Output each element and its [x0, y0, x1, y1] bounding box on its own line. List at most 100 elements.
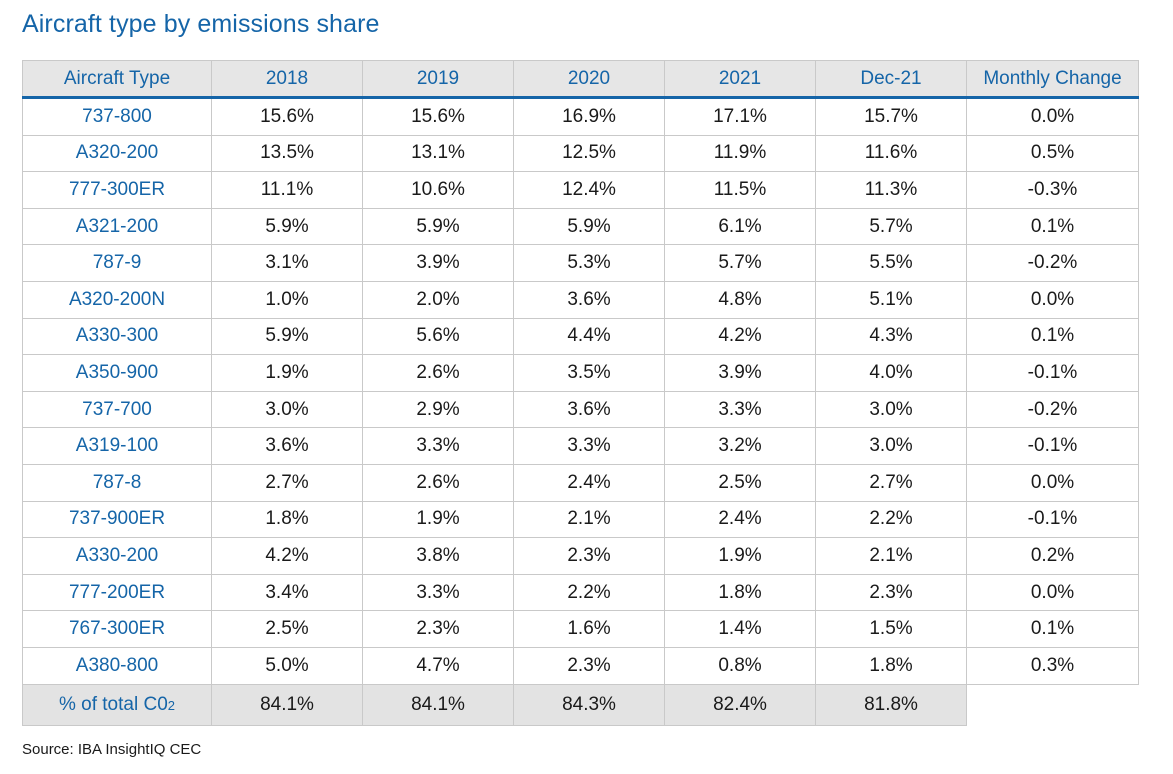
aircraft-type-cell: 787-8 — [22, 463, 212, 502]
cell-2018: 1.0% — [211, 280, 363, 319]
cell-2020: 12.4% — [513, 171, 665, 209]
cell-dec-21: 5.5% — [815, 244, 967, 282]
aircraft-type-cell: A320-200N — [22, 280, 212, 319]
page-title: Aircraft type by emissions share — [22, 10, 380, 38]
cell-dec-21: 3.0% — [815, 390, 967, 429]
table-row: A320-200 13.5% 13.1% 12.5% 11.9% 11.6% 0.5% — [22, 134, 1139, 173]
cell-2020: 2.3% — [513, 537, 665, 575]
total-cell-2021: 82.4% — [664, 683, 816, 726]
cell-monthly-change: -0.1% — [966, 354, 1139, 392]
cell-2018: 1.9% — [211, 354, 363, 392]
cell-2020: 5.9% — [513, 207, 665, 246]
table-row: 787-9 3.1% 3.9% 5.3% 5.7% 5.5% -0.2% — [22, 244, 1139, 282]
table-row: A330-300 5.9% 5.6% 4.4% 4.2% 4.3% 0.1% — [22, 317, 1139, 356]
total-cell-2018: 84.1% — [211, 683, 363, 726]
cell-2018: 4.2% — [211, 537, 363, 575]
cell-2021: 6.1% — [664, 207, 816, 246]
cell-2020: 2.1% — [513, 500, 665, 539]
cell-2018: 11.1% — [211, 171, 363, 209]
cell-2021: 2.5% — [664, 463, 816, 502]
cell-dec-21: 1.8% — [815, 646, 967, 685]
table-row: 767-300ER 2.5% 2.3% 1.6% 1.4% 1.5% 0.1% — [22, 610, 1139, 648]
cell-dec-21: 1.5% — [815, 610, 967, 648]
cell-monthly-change: 0.0% — [966, 280, 1139, 319]
aircraft-type-cell: A330-300 — [22, 317, 212, 356]
cell-2020: 3.3% — [513, 427, 665, 465]
cell-2019: 2.0% — [362, 280, 514, 319]
cell-2019: 3.3% — [362, 573, 514, 612]
aircraft-type-cell: 777-200ER — [22, 573, 212, 612]
cell-2019: 13.1% — [362, 134, 514, 173]
table-row: A350-900 1.9% 2.6% 3.5% 3.9% 4.0% -0.1% — [22, 354, 1139, 392]
cell-2021: 3.3% — [664, 390, 816, 429]
cell-2018: 3.1% — [211, 244, 363, 282]
cell-2020: 12.5% — [513, 134, 665, 173]
cell-2021: 1.8% — [664, 573, 816, 612]
aircraft-type-cell: A321-200 — [22, 207, 212, 246]
cell-2018: 13.5% — [211, 134, 363, 173]
cell-2019: 5.6% — [362, 317, 514, 356]
column-header-2018: 2018 — [211, 60, 363, 99]
source-note: Source: IBA InsightIQ CEC — [22, 741, 202, 758]
cell-2018: 5.9% — [211, 317, 363, 356]
aircraft-type-cell: A319-100 — [22, 427, 212, 465]
cell-2018: 3.0% — [211, 390, 363, 429]
cell-2018: 3.4% — [211, 573, 363, 612]
cell-dec-21: 2.7% — [815, 463, 967, 502]
table-row: 737-700 3.0% 2.9% 3.6% 3.3% 3.0% -0.2% — [22, 390, 1139, 429]
aircraft-type-cell: A350-900 — [22, 354, 212, 392]
cell-2020: 2.3% — [513, 646, 665, 685]
cell-2019: 3.8% — [362, 537, 514, 575]
aircraft-type-cell: 787-9 — [22, 244, 212, 282]
column-header-monthly-change: Monthly Change — [966, 60, 1139, 99]
column-header-2019: 2019 — [362, 60, 514, 99]
cell-2021: 3.2% — [664, 427, 816, 465]
cell-2019: 4.7% — [362, 646, 514, 685]
column-header-dec-21: Dec-21 — [815, 60, 967, 99]
cell-monthly-change: -0.3% — [966, 171, 1139, 209]
header-row: Aircraft Type 2018 2019 2020 2021 Dec-21… — [22, 60, 1139, 99]
table-row: 777-300ER 11.1% 10.6% 12.4% 11.5% 11.3% -0.3% — [22, 171, 1139, 209]
aircraft-type-cell: A320-200 — [22, 134, 212, 173]
cell-dec-21: 15.7% — [815, 97, 967, 136]
cell-dec-21: 5.1% — [815, 280, 967, 319]
cell-dec-21: 2.3% — [815, 573, 967, 612]
total-row-label: % of total C02 — [22, 683, 212, 726]
cell-2021: 11.9% — [664, 134, 816, 173]
cell-2020: 3.6% — [513, 280, 665, 319]
cell-monthly-change: -0.2% — [966, 390, 1139, 429]
cell-2020: 16.9% — [513, 97, 665, 136]
cell-2021: 17.1% — [664, 97, 816, 136]
cell-2021: 2.4% — [664, 500, 816, 539]
emissions-table: Aircraft Type 2018 2019 2020 2021 Dec-21… — [22, 60, 1139, 726]
cell-2019: 5.9% — [362, 207, 514, 246]
total-cell-dec-21: 81.8% — [815, 683, 967, 726]
cell-2018: 2.5% — [211, 610, 363, 648]
cell-dec-21: 3.0% — [815, 427, 967, 465]
cell-2019: 1.9% — [362, 500, 514, 539]
aircraft-type-cell: 737-700 — [22, 390, 212, 429]
cell-2020: 4.4% — [513, 317, 665, 356]
cell-2021: 4.8% — [664, 280, 816, 319]
cell-2020: 2.2% — [513, 573, 665, 612]
cell-monthly-change: 0.1% — [966, 610, 1139, 648]
aircraft-type-cell: 737-800 — [22, 97, 212, 136]
cell-2018: 3.6% — [211, 427, 363, 465]
cell-2019: 3.3% — [362, 427, 514, 465]
aircraft-type-cell: 777-300ER — [22, 171, 212, 209]
total-label-subscript: 2 — [167, 697, 175, 713]
table-row: A320-200N 1.0% 2.0% 3.6% 4.8% 5.1% 0.0% — [22, 280, 1139, 319]
table-row: A380-800 5.0% 4.7% 2.3% 0.8% 1.8% 0.3% — [22, 646, 1139, 685]
cell-2019: 3.9% — [362, 244, 514, 282]
cell-2021: 0.8% — [664, 646, 816, 685]
column-header-2020: 2020 — [513, 60, 665, 99]
cell-2018: 5.0% — [211, 646, 363, 685]
table-row: A330-200 4.2% 3.8% 2.3% 1.9% 2.1% 0.2% — [22, 537, 1139, 575]
table-row: 737-900ER 1.8% 1.9% 2.1% 2.4% 2.2% -0.1% — [22, 500, 1139, 539]
cell-2020: 3.5% — [513, 354, 665, 392]
cell-dec-21: 11.6% — [815, 134, 967, 173]
cell-2019: 2.3% — [362, 610, 514, 648]
cell-dec-21: 11.3% — [815, 171, 967, 209]
cell-monthly-change: 0.0% — [966, 463, 1139, 502]
aircraft-type-cell: A380-800 — [22, 646, 212, 685]
